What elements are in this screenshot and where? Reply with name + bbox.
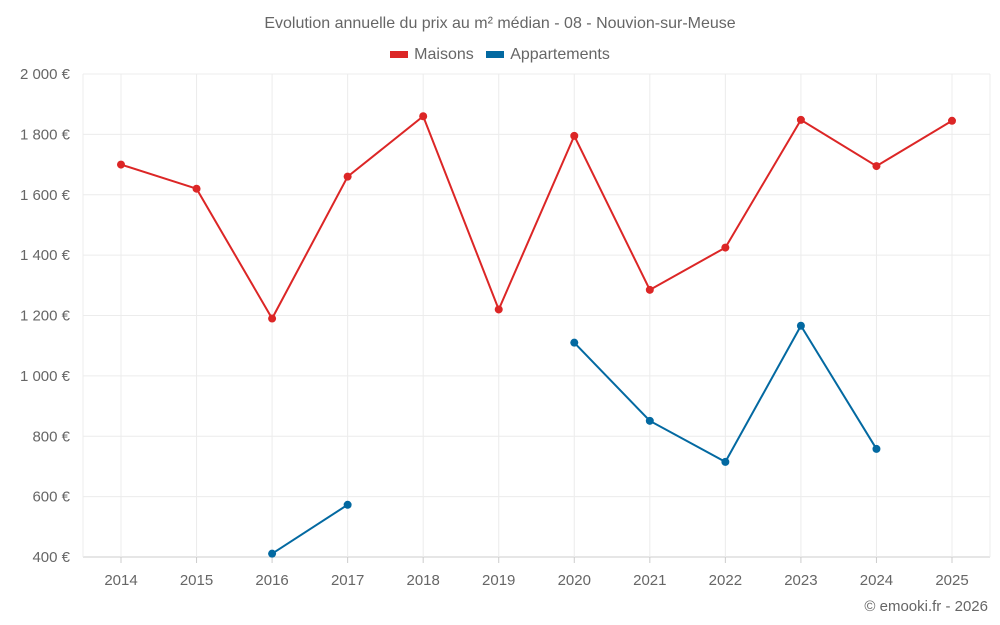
x-tick-label: 2023: [784, 572, 817, 589]
legend-swatch-maisons: [390, 51, 409, 58]
legend-label-maisons: Maisons: [414, 45, 474, 63]
data-point-maisons: [645, 285, 654, 294]
data-point-appartements: [570, 338, 579, 347]
y-tick-label: 1 800 €: [20, 126, 71, 143]
legend-swatch-appartements: [486, 51, 505, 58]
y-tick-label: 400 €: [32, 549, 70, 566]
data-point-maisons: [117, 160, 125, 169]
data-point-appartements: [645, 416, 654, 425]
x-tick-label: 2019: [482, 572, 515, 589]
data-point-appartements: [343, 500, 352, 509]
data-point-maisons: [570, 131, 579, 140]
data-point-maisons: [192, 184, 201, 193]
x-tick-label: 2021: [633, 572, 666, 589]
y-tick-label: 1 400 €: [20, 247, 71, 264]
data-point-appartements: [872, 444, 881, 453]
legend-item-appartements[interactable]: Appartements: [486, 46, 610, 64]
y-tick-label: 2 000 €: [20, 66, 71, 83]
y-tick-label: 1 200 €: [20, 308, 71, 325]
data-point-appartements: [721, 457, 730, 466]
y-tick-label: 1 600 €: [20, 187, 71, 204]
legend-label-appartements: Appartements: [510, 45, 610, 63]
y-tick-label: 1 000 €: [20, 368, 71, 385]
x-tick-label: 2016: [255, 572, 288, 589]
data-point-maisons: [721, 243, 730, 252]
data-point-maisons: [419, 112, 428, 121]
data-point-maisons: [494, 305, 503, 314]
data-point-maisons: [872, 162, 881, 171]
data-point-maisons: [343, 172, 352, 181]
x-tick-label: 2024: [860, 572, 893, 589]
x-tick-label: 2020: [558, 572, 591, 589]
x-tick-label: 2017: [331, 572, 364, 589]
x-tick-label: 2018: [406, 572, 439, 589]
data-point-maisons: [268, 314, 277, 323]
y-tick-label: 800 €: [32, 428, 70, 445]
legend: Maisons Appartements: [0, 45, 1000, 64]
series-line-appartements: [271, 503, 349, 555]
chart-title: Evolution annuelle du prix au m² médian …: [264, 15, 736, 32]
x-tick-label: 2022: [709, 572, 742, 589]
x-tick-label: 2025: [935, 572, 968, 589]
data-point-maisons: [948, 116, 956, 125]
legend-item-maisons[interactable]: Maisons: [390, 46, 474, 64]
x-tick-label: 2014: [104, 572, 137, 589]
x-tick-label: 2015: [180, 572, 213, 589]
y-tick-label: 600 €: [32, 489, 70, 506]
data-point-appartements: [796, 321, 805, 330]
data-point-maisons: [796, 115, 805, 124]
data-point-appartements: [268, 549, 277, 558]
credit: © emooki.fr - 2026: [864, 598, 988, 615]
series-line-maisons: [120, 114, 953, 321]
